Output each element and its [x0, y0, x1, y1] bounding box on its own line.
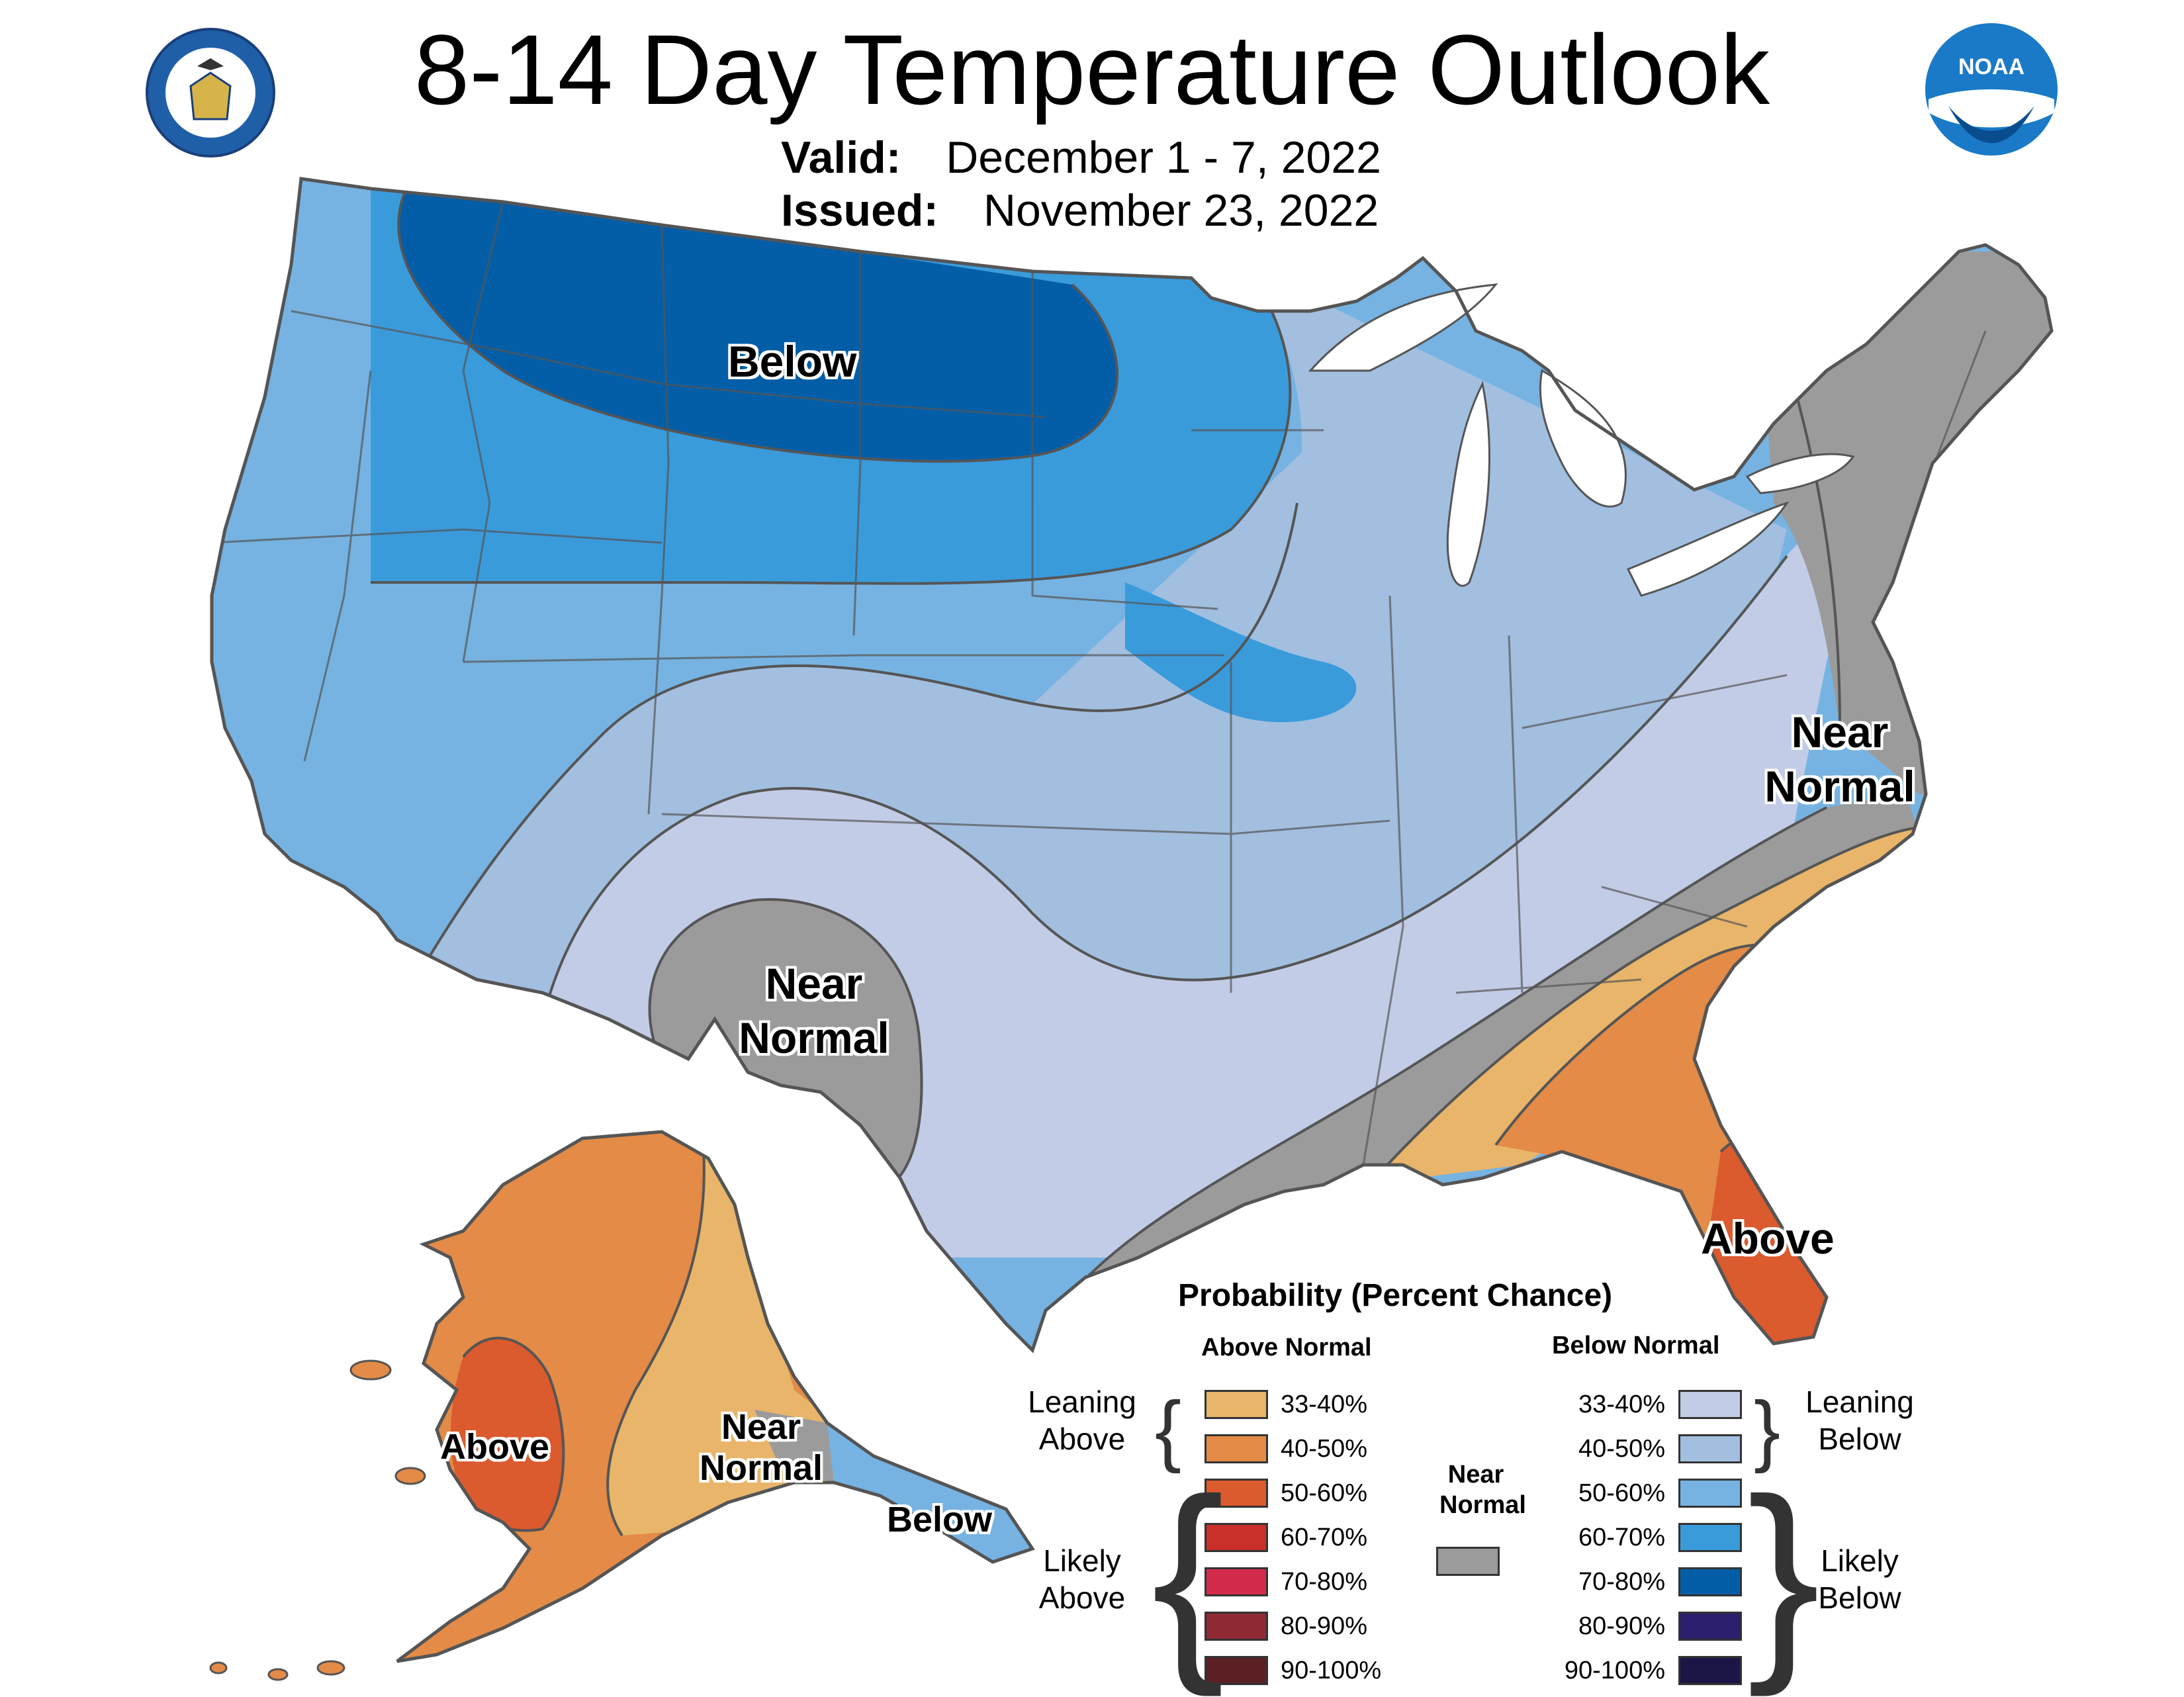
issued-row: Issued: November 23, 2022: [781, 184, 1379, 237]
band-below-70-80: [398, 182, 1117, 462]
legend-above-label-3: 60-70%: [1281, 1524, 1367, 1551]
legend-below-label-1: 40-50%: [1578, 1435, 1665, 1463]
legend-below-swatch-5: [1678, 1612, 1742, 1641]
legend-above-swatch-4: [1205, 1567, 1268, 1596]
alaska-outline: [396, 1130, 1035, 1663]
legend-below-label-3: 60-70%: [1578, 1524, 1665, 1551]
legend-above-label-5: 80-90%: [1281, 1612, 1367, 1640]
commerce-seal-icon: [146, 28, 275, 158]
legend-near-header: Near Normal: [1439, 1461, 1526, 1519]
legend-above-label-6: 90-100%: [1281, 1657, 1382, 1684]
valid-label: Valid:: [781, 132, 901, 183]
legend-brace-leaning-below: }: [1754, 1385, 1781, 1474]
legend-above-swatch-5: [1205, 1612, 1268, 1641]
legend-brace-leaning-above: {: [1155, 1385, 1182, 1474]
legend-above-label-4: 70-80%: [1281, 1568, 1367, 1596]
legend-below-swatch-3: [1678, 1523, 1742, 1552]
label-alaska-above: Above: [440, 1427, 550, 1467]
legend-leaning-below: Leaning Below: [1805, 1385, 1914, 1456]
legend-title: Probability (Percent Chance): [1178, 1278, 1613, 1313]
legend-above-swatch-3: [1205, 1523, 1268, 1552]
legend-likely-above: Likely Above: [1038, 1543, 1126, 1615]
valid-value: December 1 - 7, 2022: [946, 132, 1381, 183]
legend-below-label-2: 50-60%: [1578, 1479, 1665, 1507]
legend-above-swatch-2: [1205, 1479, 1268, 1508]
label-alaska-below: Below: [887, 1500, 993, 1539]
legend-above-swatch-6: [1205, 1656, 1268, 1685]
band-below-60-70-south: [1125, 582, 1357, 723]
valid-row: Valid: December 1 - 7, 2022: [781, 131, 1381, 184]
legend-below-header: Below Normal: [1552, 1332, 1720, 1359]
legend-below-label-0: 33-40%: [1578, 1391, 1665, 1418]
legend-leaning-above: Leaning Above: [1028, 1385, 1136, 1456]
legend-swatch-near-normal: [1436, 1547, 1500, 1576]
legend-below-label-5: 80-90%: [1578, 1612, 1665, 1640]
legend-below-swatch-2: [1678, 1479, 1742, 1508]
legend-below-swatch-0: [1678, 1390, 1742, 1419]
label-conus-below: Below: [728, 337, 857, 386]
issued-label: Issued:: [781, 185, 939, 236]
legend-below-swatch-4: [1678, 1567, 1742, 1596]
label-southwest-near-normal: Near Normal: [739, 959, 889, 1062]
ak-band-50-60: [451, 1338, 564, 1531]
legend-below-swatch-6: [1678, 1656, 1742, 1685]
legend-brace-likely-above: {: [1152, 1453, 1225, 1697]
legend-above-label-1: 40-50%: [1281, 1435, 1367, 1463]
legend-above-label-2: 50-60%: [1281, 1479, 1367, 1507]
legend-below-label-6: 90-100%: [1564, 1657, 1665, 1684]
noaa-logo-text: NOAA: [1958, 54, 2025, 79]
legend-above-swatch-1: [1205, 1434, 1268, 1463]
band-above-50-60: [1707, 1135, 1827, 1344]
page-title: 8-14 Day Temperature Outlook: [414, 14, 1770, 125]
ak-band-below: [827, 1423, 1032, 1562]
noaa-logo-icon: NOAA: [1925, 23, 2058, 156]
great-lakes: [1308, 283, 1855, 597]
issued-value: November 23, 2022: [983, 185, 1379, 236]
legend-above-header: Above Normal: [1201, 1334, 1372, 1361]
band-outlines: [371, 181, 1920, 1350]
label-alaska-near-normal: Near Normal: [699, 1407, 823, 1488]
legend-above-swatch-0: [1205, 1390, 1268, 1419]
label-southeast-above: Above: [1701, 1214, 1835, 1263]
label-east-near-normal: Near Normal: [1764, 708, 1915, 811]
legend-brace-likely-below: }: [1747, 1453, 1821, 1697]
legend-above-label-0: 33-40%: [1281, 1391, 1367, 1418]
legend-below-swatch-1: [1678, 1434, 1742, 1463]
legend-below-label-4: 70-80%: [1578, 1568, 1665, 1596]
aleutian-islands: [209, 1359, 426, 1681]
legend-likely-below: Likely Below: [1818, 1543, 1901, 1615]
conus-outline: [210, 177, 2054, 1353]
